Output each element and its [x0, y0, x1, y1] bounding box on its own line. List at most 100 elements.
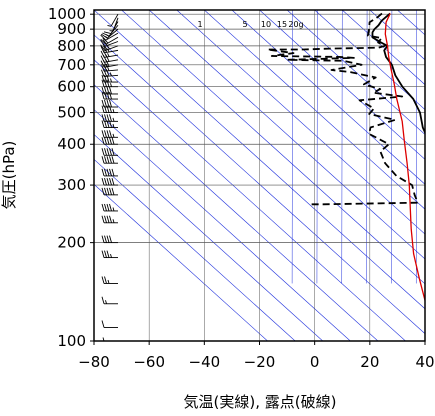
wind-barb-flag — [107, 137, 109, 144]
wind-barb-flag — [105, 276, 107, 283]
wind-barb-flag — [102, 114, 104, 121]
wind-barb — [102, 156, 118, 163]
wind-barb-flag — [102, 178, 104, 185]
isotherm-line — [0, 10, 295, 341]
y-tick-label: 1000 — [48, 5, 86, 23]
x-tick-label: −80 — [78, 353, 110, 371]
wind-barb-flag — [102, 251, 104, 258]
wind-barb-flag — [102, 169, 104, 176]
x-tick-label: 40 — [415, 353, 434, 371]
mixing-ratio-label: 1 — [197, 20, 202, 29]
wind-barb-flag — [107, 156, 109, 163]
wind-barb-half-flag — [113, 219, 114, 223]
isotherm-line — [0, 10, 350, 341]
wind-barb-flag — [102, 137, 104, 144]
wind-barb-flag — [112, 148, 114, 155]
wind-barb-flag — [112, 137, 114, 144]
wind-barb-half-flag — [113, 109, 114, 113]
y-tick-label: 700 — [57, 56, 86, 74]
wind-barb-flag — [107, 188, 109, 195]
wind-barb-flag — [110, 137, 112, 144]
wind-barb-flag — [105, 130, 107, 137]
x-tick-label: 0 — [310, 353, 320, 371]
wind-barb-flag — [105, 204, 107, 211]
isotherm-line — [66, 10, 433, 341]
wind-barb-half-flag — [111, 79, 112, 83]
wind-barb-half-flag — [110, 73, 111, 76]
wind-barb-flag — [102, 204, 104, 211]
isotherm-line — [425, 10, 435, 341]
wind-barb-flag — [110, 114, 112, 121]
wind-barb — [102, 204, 118, 211]
mixing-ratio-label: 15 — [277, 20, 287, 29]
wind-barb — [102, 80, 118, 87]
wind-barb-flag — [110, 236, 112, 243]
y-tick-label: 500 — [57, 104, 86, 122]
y-tick-label: 400 — [57, 135, 86, 153]
wind-barb — [102, 137, 118, 144]
wind-barb-flag — [107, 204, 109, 211]
wind-barb-flag — [102, 121, 104, 128]
isotherm-line — [204, 10, 435, 341]
wind-barb — [102, 297, 118, 304]
mixing-ratio-label: 20g — [288, 20, 303, 29]
wind-barb-flag — [107, 251, 109, 258]
wind-barb — [102, 92, 118, 99]
wind-barb-flag — [105, 236, 107, 243]
wind-barb-flag — [102, 236, 104, 243]
mixing-ratio-label: 10 — [261, 20, 271, 29]
wind-barb-flag — [105, 137, 107, 144]
wind-barb-flag — [112, 169, 114, 176]
wind-barb-half-flag — [113, 118, 114, 122]
wind-barb-flag — [107, 236, 109, 243]
wind-barb-flag — [110, 156, 112, 163]
wind-barb-flag — [102, 156, 104, 163]
y-tick-label: 100 — [57, 332, 86, 350]
isotherm-line — [94, 10, 435, 341]
wind-barb — [102, 130, 118, 137]
x-tick-label: −40 — [189, 353, 221, 371]
dewpoint-line — [267, 14, 417, 205]
y-tick-label: 300 — [57, 176, 86, 194]
wind-barb-flag — [102, 216, 104, 223]
mixing-ratio-label: 5 — [242, 20, 247, 29]
pressure-grid — [94, 10, 425, 341]
wind-barb — [102, 236, 118, 243]
y-tick-label: 600 — [57, 78, 86, 96]
x-tick-label: 20 — [360, 353, 379, 371]
wind-barb-flag — [102, 276, 104, 283]
wind-barb-half-flag — [107, 25, 111, 26]
wind-barb-flag — [102, 297, 104, 304]
wind-barb-flag — [107, 114, 109, 121]
wind-barb-flag — [102, 148, 104, 155]
wind-barb — [102, 251, 118, 258]
x-tick-label: −60 — [133, 353, 165, 371]
wind-barb-flag — [107, 148, 109, 155]
y-axis-title: 気圧(hPa) — [0, 141, 18, 210]
wind-barb-flag — [112, 178, 114, 185]
x-axis-title: 気温(実線), 露点(破線) — [184, 393, 337, 411]
wind-barb-flag — [102, 188, 104, 195]
y-tick-label: 200 — [57, 234, 86, 252]
wind-barb-flag — [110, 169, 112, 176]
wind-barb-flag — [104, 32, 111, 34]
wind-barb — [102, 276, 118, 283]
wind-barb-flag — [110, 204, 112, 211]
wind-barb-flag — [110, 178, 112, 185]
wind-barb — [102, 216, 118, 223]
wind-barb-flag — [107, 130, 109, 137]
wind-barb — [102, 114, 118, 121]
isotherm-line — [287, 10, 435, 341]
wind-barb-flag — [105, 148, 107, 155]
wind-barb-half-flag — [111, 83, 112, 87]
wind-barb-flag — [112, 188, 114, 195]
isotherm-line — [0, 10, 268, 341]
isotherm-line — [0, 10, 323, 341]
isotherm-line — [232, 10, 435, 341]
wind-barb-flag — [105, 156, 107, 163]
wind-barb-flag — [102, 130, 104, 137]
wind-barb-flag — [112, 156, 114, 163]
wind-barbs — [101, 14, 118, 341]
